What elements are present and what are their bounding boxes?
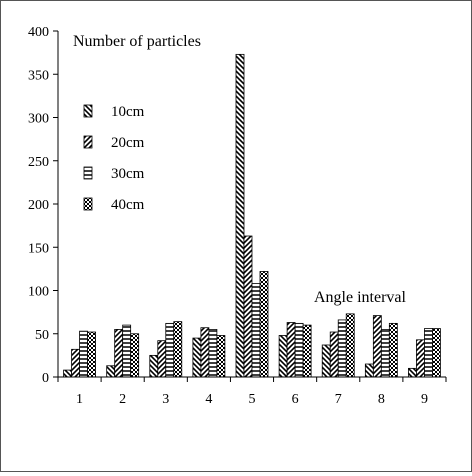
y-tick-label: 150 [28, 241, 49, 256]
bar-30cm-9 [424, 328, 433, 378]
x-tick-label: 9 [421, 392, 428, 407]
bar-40cm-7 [345, 313, 355, 378]
bar-10cm-5 [235, 53, 245, 378]
y-tick-label: 50 [35, 328, 49, 343]
bar-20cm-5 [243, 235, 253, 378]
x-tick-label: 5 [249, 392, 256, 407]
bar-10cm-6 [278, 335, 288, 378]
bar-40cm-8 [388, 322, 398, 378]
bar-30cm-1 [79, 330, 88, 378]
y-tick-label: 250 [28, 155, 49, 170]
legend-swatch-20cm [83, 135, 93, 149]
legend-swatch-10cm [83, 104, 93, 118]
bar-20cm-2 [114, 329, 124, 378]
x-tick-label: 3 [162, 392, 169, 407]
x-tick-label: 4 [205, 392, 212, 407]
bar-30cm-3 [165, 322, 175, 378]
legend-label-10cm: 10cm [111, 104, 145, 120]
bar-10cm-1 [63, 369, 72, 378]
legend-swatch-40cm [83, 197, 93, 211]
bar-20cm-6 [286, 322, 296, 378]
bar-20cm-1 [71, 348, 80, 378]
x-tick-label: 7 [335, 392, 342, 407]
bar-40cm-3 [173, 321, 183, 378]
y-axis-title: Number of particles [73, 33, 201, 50]
bar-20cm-4 [200, 327, 210, 378]
bar-30cm-7 [337, 319, 347, 378]
bar-40cm-1 [87, 331, 96, 378]
y-tick-label: 200 [28, 198, 49, 213]
bar-30cm-8 [380, 329, 390, 378]
bar-30cm-5 [251, 283, 261, 378]
bar-40cm-6 [302, 324, 312, 378]
bar-20cm-3 [157, 340, 167, 378]
bar-20cm-7 [329, 331, 339, 378]
legend: 10cm 20cm 30cm 40cm [83, 104, 145, 213]
legend-label-40cm: 40cm [111, 197, 145, 213]
x-axis-title: Angle interval [314, 289, 407, 306]
x-tick-label: 8 [378, 392, 385, 407]
legend-label-30cm: 30cm [111, 166, 145, 182]
bar-40cm-4 [216, 335, 226, 378]
bar-40cm-2 [130, 333, 140, 378]
bar-10cm-7 [321, 344, 331, 378]
bar-30cm-2 [122, 324, 132, 378]
bar-30cm-6 [294, 322, 304, 378]
legend-label-20cm: 20cm [111, 135, 145, 151]
y-tick-label: 400 [28, 25, 49, 40]
bar-10cm-3 [149, 354, 159, 378]
y-axis-ticks: 0 50 100 150 200 250 300 350 400 [28, 25, 58, 386]
bar-20cm-8 [372, 315, 382, 378]
x-axis-ticks: 1 2 3 4 5 6 7 8 9 [57, 377, 447, 407]
x-tick-label: 1 [76, 392, 83, 407]
bars [63, 53, 441, 378]
bar-20cm-9 [416, 339, 425, 378]
bar-10cm-4 [192, 337, 202, 378]
x-tick-label: 2 [119, 392, 126, 407]
y-tick-label: 350 [28, 68, 49, 83]
y-tick-label: 300 [28, 112, 49, 127]
legend-swatch-30cm [83, 166, 93, 180]
y-tick-label: 0 [42, 371, 49, 386]
bar-10cm-8 [364, 363, 374, 378]
bar-40cm-5 [259, 271, 269, 378]
y-tick-label: 100 [28, 285, 49, 300]
bar-30cm-4 [208, 329, 218, 378]
x-tick-label: 6 [292, 392, 299, 407]
bar-10cm-9 [408, 367, 417, 378]
bar-10cm-2 [106, 365, 116, 378]
bar-40cm-9 [432, 328, 441, 378]
